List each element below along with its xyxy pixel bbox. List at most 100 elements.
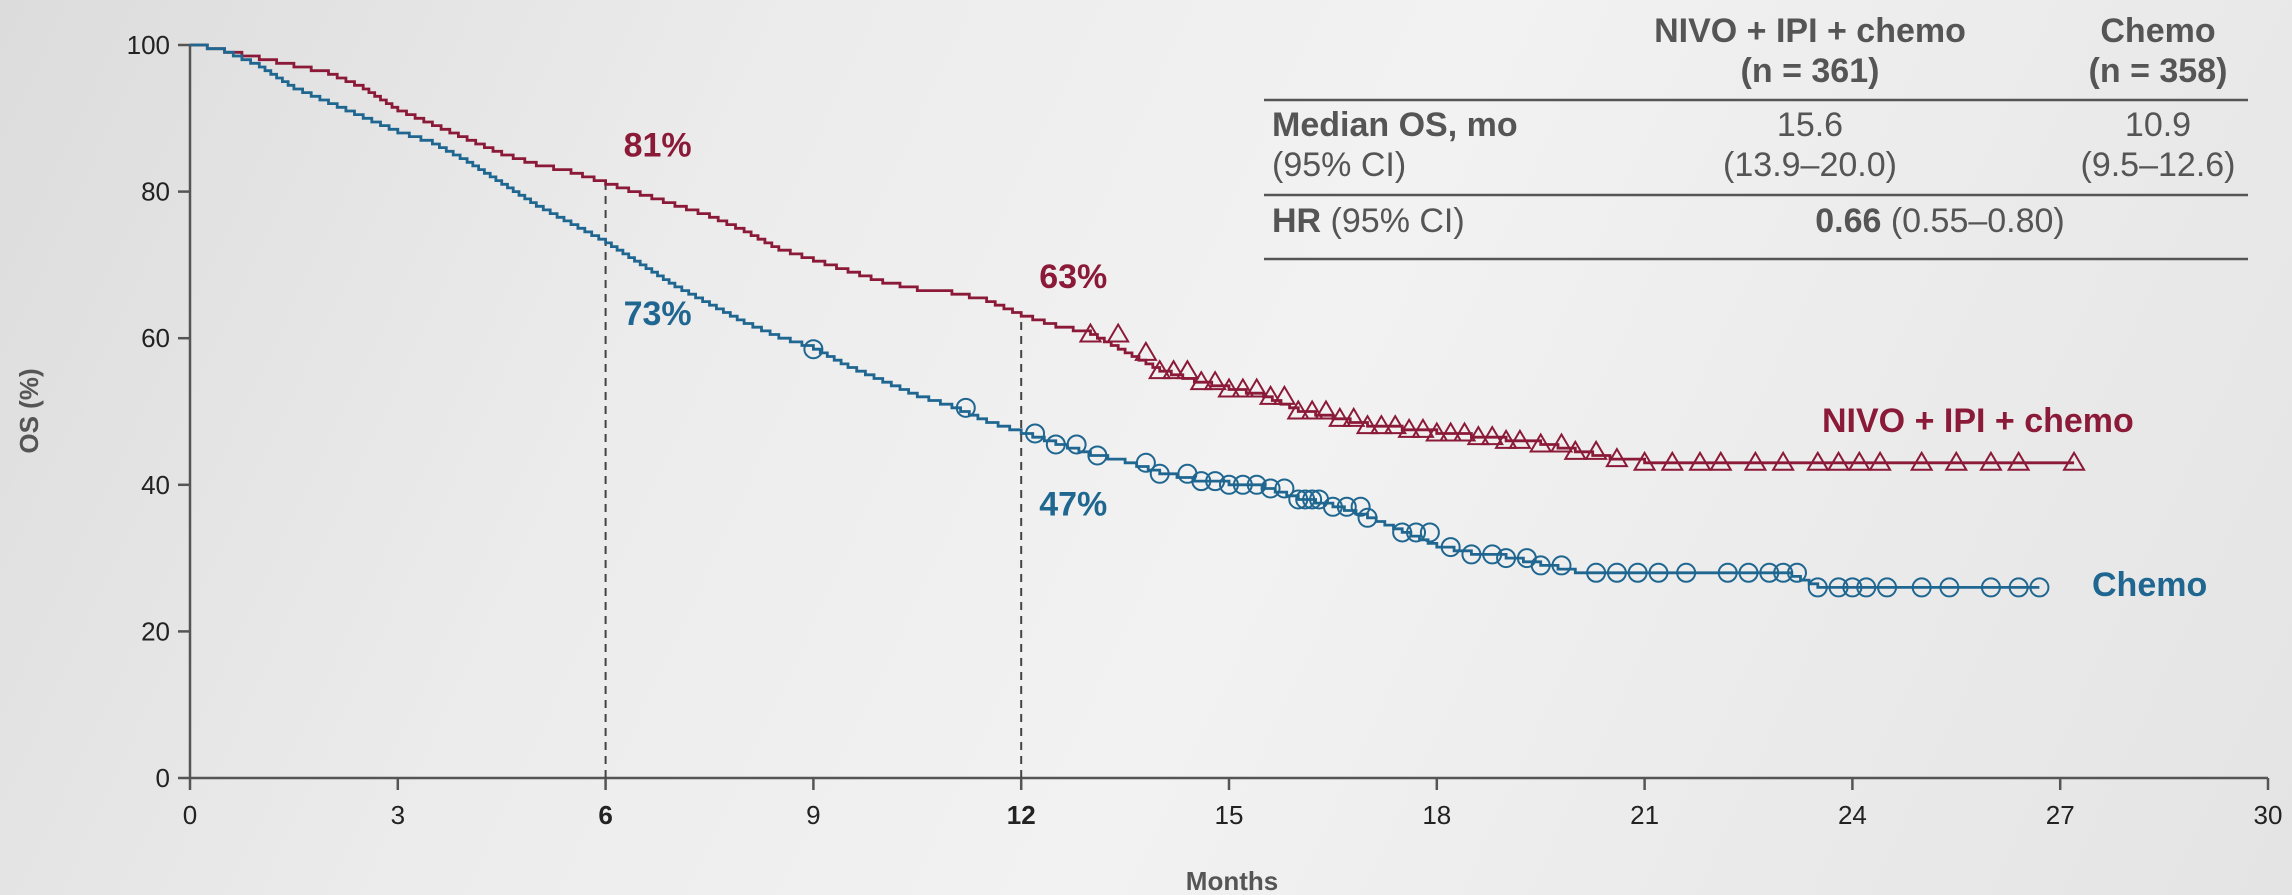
censor-mark [1877, 577, 1898, 598]
censor-mark [1406, 522, 1427, 543]
summary-table: NIVO + IPI + chemo (n = 361) Chemo (n = … [1264, 12, 2248, 261]
censor-mark [1508, 428, 1532, 449]
censor-mark [1295, 489, 1316, 510]
censor-mark [1584, 439, 1608, 460]
x-tick-label: 3 [391, 800, 405, 830]
censor-mark [1466, 425, 1491, 446]
censor-mark [1944, 450, 1969, 471]
series-nivo [190, 43, 2086, 471]
censor-mark [1847, 450, 1872, 471]
censor-mark [1369, 414, 1394, 435]
censor-mark [1147, 359, 1172, 380]
censor-mark [1392, 522, 1413, 543]
table-row1-label: Median OS, mo [1272, 106, 1518, 144]
milestone-label: 47% [1039, 485, 1107, 523]
censor-mark [1272, 384, 1297, 405]
censor-mark [1232, 474, 1253, 495]
x-tick-label: 0 [183, 800, 197, 830]
censor-mark [1350, 496, 1371, 517]
y-tick-label: 0 [156, 763, 170, 793]
x-tick-label: 18 [1422, 800, 1451, 830]
censor-mark [1189, 370, 1214, 391]
censor-mark [1302, 489, 1323, 510]
censor-mark [1773, 562, 1794, 583]
censor-mark [1496, 548, 1517, 569]
censor-mark [2062, 450, 2086, 471]
censor-mark [1286, 399, 1311, 420]
censor-mark [1383, 414, 1407, 435]
table-col2-n: (n = 358) [2089, 52, 2228, 90]
censor-mark [1411, 417, 1435, 438]
censor-mark [1314, 399, 1338, 420]
censor-mark [1786, 562, 1807, 583]
censor-mark [803, 339, 824, 360]
censor-mark [1203, 370, 1227, 391]
table-col1-head: NIVO + IPI + chemo [1654, 12, 1966, 50]
censor-mark [1328, 406, 1352, 427]
table-row2-value-bold: 0.66 [1815, 202, 1881, 240]
censor-mark [1066, 434, 1087, 455]
censor-mark [1231, 377, 1255, 398]
censor-mark [2008, 577, 2029, 598]
censor-mark [1648, 562, 1669, 583]
censor-mark [1341, 406, 1366, 427]
table-row1-col2-ci: (9.5–12.6) [2081, 146, 2236, 184]
censor-mark [1425, 421, 1449, 442]
y-ticks: 0 20 40 60 80 100 [127, 30, 190, 793]
censor-mark [1274, 478, 1295, 499]
censor-mark [1106, 322, 1130, 343]
censor-mark [1549, 432, 1574, 453]
table-row2-value: 0.66 (0.55–0.80) [1815, 202, 2065, 240]
censor-mark [1322, 496, 1343, 517]
table-row1-sub: (95% CI) [1272, 146, 1406, 184]
censor-mark [1244, 377, 1269, 398]
censor-mark [1175, 359, 1200, 380]
censor-mark [1586, 562, 1607, 583]
censor-mark [1842, 577, 1863, 598]
censor-mark [1480, 425, 1504, 446]
censor-mark [1632, 450, 1657, 471]
series-chemo [190, 43, 2050, 598]
table-row2-label: HR (95% CI) [1272, 202, 1465, 240]
censor-mark [1087, 445, 1108, 466]
censor-mark [1688, 450, 1712, 471]
x-tick-label: 9 [806, 800, 820, 830]
censor-mark [1551, 555, 1572, 576]
censor-mark [1300, 399, 1324, 420]
x-ticks: 0 3 6 9 12 15 18 21 24 27 30 [183, 778, 2283, 830]
censor-mark [1771, 450, 1795, 471]
censor-mark [1717, 562, 1738, 583]
censor-mark [1856, 577, 1877, 598]
censor-mark [1440, 537, 1461, 558]
censor-mark [1355, 414, 1380, 435]
censor-mark [1939, 577, 1960, 598]
censor-mark [1676, 562, 1697, 583]
censor-mark [1177, 463, 1198, 484]
censor-mark [2006, 450, 2031, 471]
censor-mark [1911, 577, 1932, 598]
censor-mark [1482, 544, 1503, 565]
milestone-label: 81% [624, 126, 692, 164]
censor-mark [1357, 507, 1378, 528]
km-curve [190, 43, 2040, 589]
censor-mark [1807, 577, 1828, 598]
table-row1-col1: 15.6 [1777, 106, 1843, 144]
km-curve [190, 43, 2075, 465]
censor-mark [1743, 450, 1768, 471]
censor-mark [1709, 450, 1733, 471]
censor-mark [1438, 421, 1463, 442]
censor-mark [1494, 428, 1518, 449]
censor-mark [1025, 423, 1046, 444]
censor-mark [1260, 478, 1281, 499]
censor-mark [1149, 463, 1170, 484]
x-tick-label: 30 [2254, 800, 2283, 830]
censor-mark [1419, 522, 1440, 543]
table-row1-col1-ci: (13.9–20.0) [1723, 146, 1897, 184]
series-label-chemo: Chemo [2092, 566, 2207, 604]
table-row1-col2: 10.9 [2125, 106, 2191, 144]
table-col1-n: (n = 361) [1741, 52, 1880, 90]
table-row2-label-bold: HR [1272, 202, 1321, 240]
censor-mark [1217, 377, 1241, 398]
series-layer [190, 43, 2086, 598]
